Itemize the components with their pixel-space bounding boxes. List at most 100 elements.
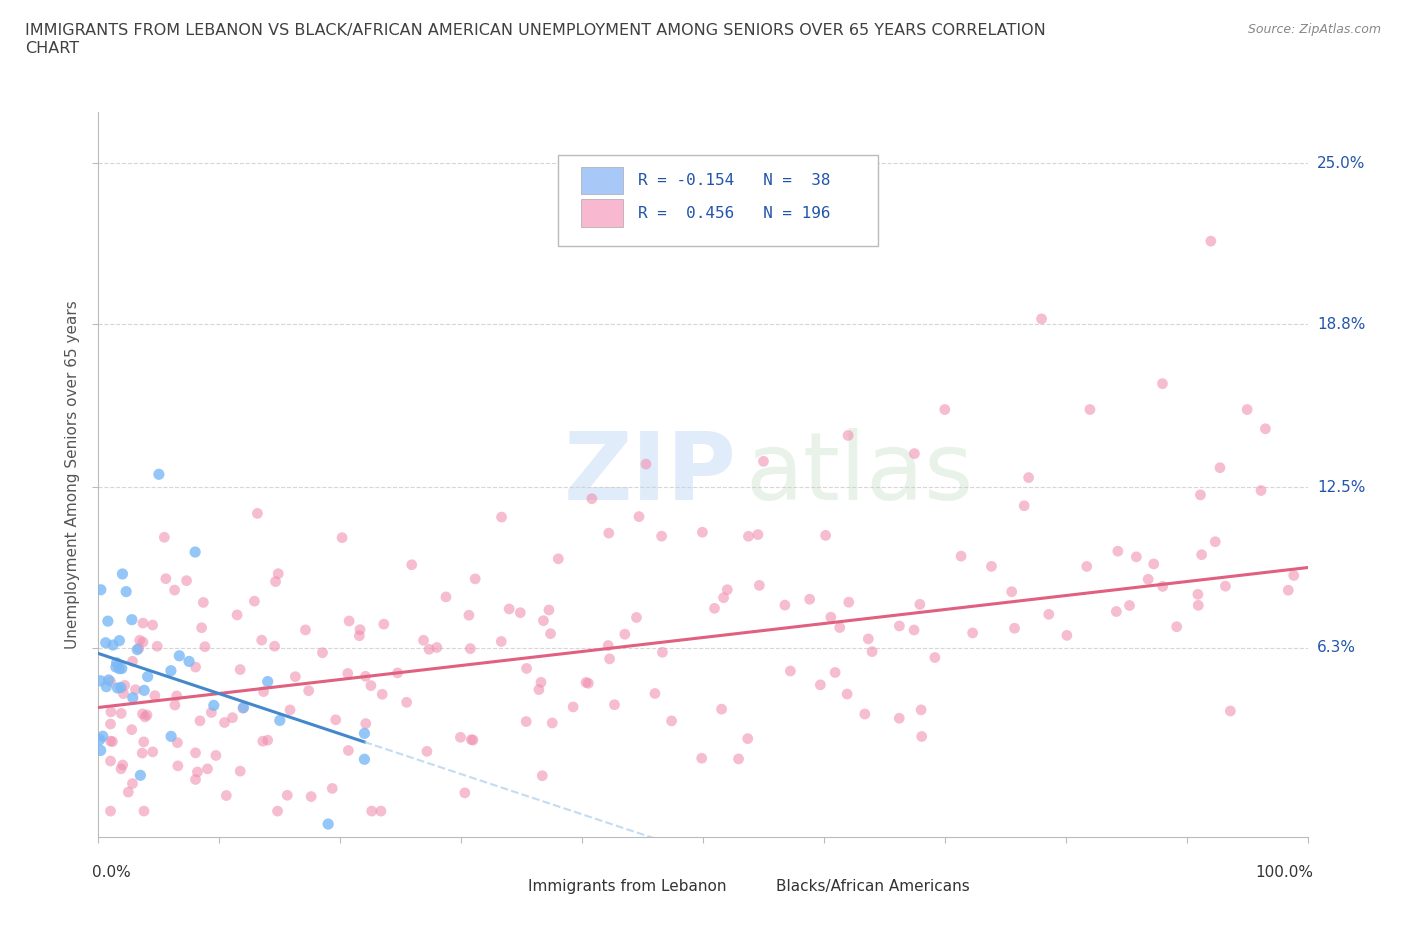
Point [516,661,538,676]
Point [1105,604,1128,619]
Point [349,629,371,644]
Point [160,729,183,744]
Point [908,597,931,612]
Text: 6.3%: 6.3% [1317,641,1357,656]
Point [576,676,599,691]
Point [263,639,285,654]
Text: R = -0.154   N =  38: R = -0.154 N = 38 [638,173,830,188]
Point [166,688,188,703]
Point [269,713,291,728]
FancyBboxPatch shape [740,875,768,898]
Point [336,666,359,681]
Point [134,710,156,724]
Y-axis label: Unemployment Among Seniors over 65 years: Unemployment Among Seniors over 65 years [65,300,80,649]
Point [779,664,801,679]
Point [837,686,859,701]
Point [128,641,150,656]
Point [934,402,956,417]
Point [142,744,165,759]
Point [353,751,375,766]
Point [353,726,375,741]
Point [184,659,207,674]
Point [661,713,683,728]
Point [108,633,131,648]
Point [163,582,186,597]
Point [176,573,198,588]
Point [169,648,191,663]
Point [232,701,254,716]
Point [349,622,371,637]
Point [491,510,513,525]
Point [354,716,377,731]
Point [115,584,138,599]
Point [737,529,759,544]
Point [370,804,392,818]
Point [562,699,585,714]
Text: 0.0%: 0.0% [93,865,131,880]
Point [599,651,621,666]
Point [134,683,156,698]
Point [243,593,266,608]
Point [177,654,200,669]
Point [1191,547,1213,562]
FancyBboxPatch shape [581,166,623,194]
Point [89,732,111,747]
Point [143,688,166,703]
Point [360,804,382,818]
Point [131,707,153,722]
Point [256,733,278,748]
Point [651,644,673,659]
Point [184,545,207,560]
Point [100,704,122,719]
Point [129,768,152,783]
Point [132,616,155,631]
Point [531,768,554,783]
Point [1001,584,1024,599]
Point [460,641,482,656]
Point [166,758,188,773]
Point [114,678,136,693]
Point [197,762,219,777]
Point [458,607,481,622]
Point [837,428,859,443]
Point [96,679,118,694]
Point [267,566,290,581]
Point [100,674,122,689]
Text: Immigrants from Lebanon: Immigrants from Lebanon [527,879,725,894]
Point [1125,550,1147,565]
Point [416,744,439,759]
Point [1078,402,1101,417]
Point [97,672,120,687]
Point [104,659,127,674]
Point [316,817,339,831]
Point [278,702,301,717]
Point [121,612,143,627]
Point [111,661,134,676]
Point [101,734,124,749]
Point [200,705,222,720]
FancyBboxPatch shape [581,199,623,227]
Point [828,620,851,635]
Point [1199,233,1222,248]
Point [412,632,434,647]
Point [613,627,636,642]
Point [100,753,122,768]
Point [716,582,738,597]
Point [121,723,143,737]
Point [371,686,394,701]
Point [146,639,169,654]
Point [252,684,274,699]
Point [1219,704,1241,719]
Point [1137,572,1160,587]
Point [1152,377,1174,392]
Point [148,467,170,482]
Point [1143,556,1166,571]
Point [163,698,186,712]
Point [111,758,134,773]
Point [1204,535,1226,550]
Point [540,626,562,641]
Point [214,715,236,730]
Point [547,551,569,566]
Point [1018,471,1040,485]
Point [1277,583,1299,598]
